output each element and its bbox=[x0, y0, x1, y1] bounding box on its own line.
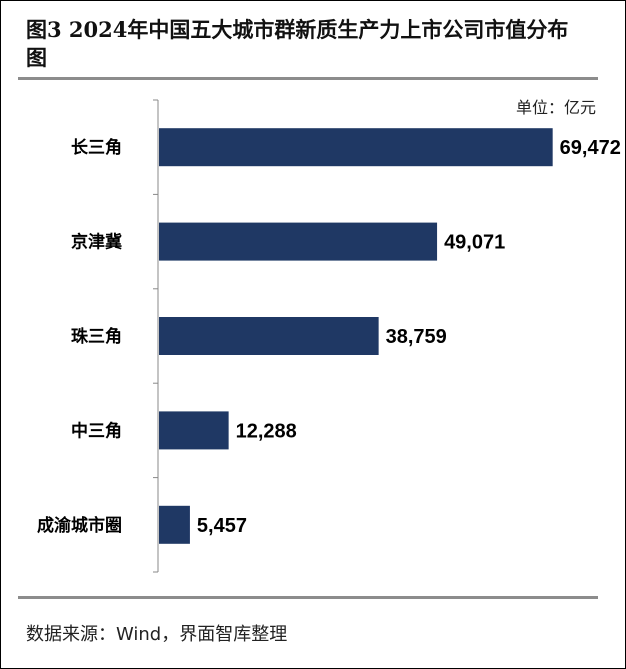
source-divider bbox=[18, 596, 598, 599]
unit-label: 单位：亿元 bbox=[515, 98, 596, 117]
bar-5 bbox=[159, 505, 190, 544]
category-label: 珠三角 bbox=[71, 326, 122, 347]
data-label: 69,472 bbox=[560, 137, 621, 159]
source-note: 数据来源：Wind，界面智库整理 bbox=[26, 624, 288, 645]
data-label: 38,759 bbox=[386, 326, 447, 348]
category-label: 长三角 bbox=[71, 137, 122, 158]
data-label: 5,457 bbox=[197, 515, 247, 537]
category-label: 中三角 bbox=[71, 420, 122, 441]
bar-1 bbox=[159, 128, 553, 167]
title-divider bbox=[18, 77, 598, 80]
chart-title: 图3 2024年中国五大城市群新质生产力上市公司市值分布图 bbox=[26, 17, 569, 70]
bar-4 bbox=[159, 411, 229, 450]
data-label: 49,071 bbox=[444, 232, 505, 254]
bar-3 bbox=[159, 317, 379, 355]
category-label: 成渝城市圈 bbox=[37, 515, 122, 536]
category-label: 京津冀 bbox=[71, 232, 122, 253]
data-label: 12,288 bbox=[236, 420, 297, 442]
bar-2 bbox=[159, 222, 438, 261]
